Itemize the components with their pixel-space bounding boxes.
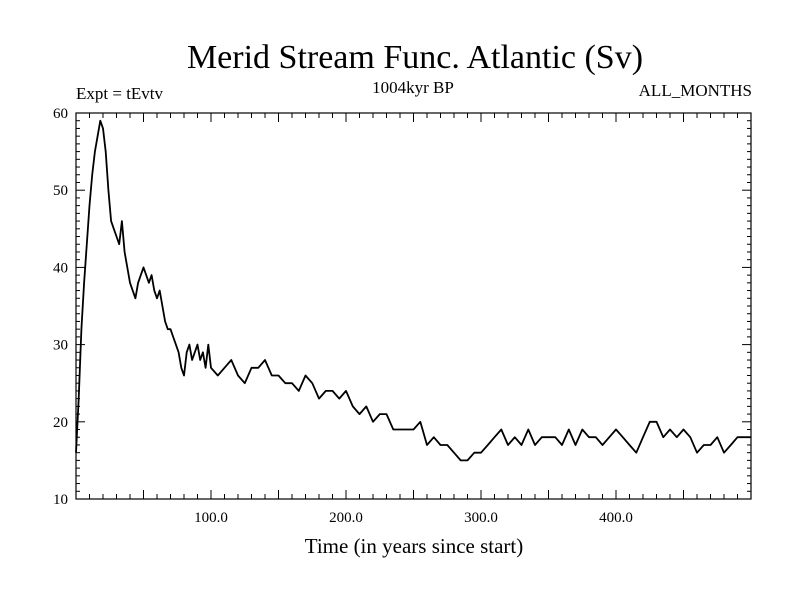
x-tick-label: 300.0: [464, 510, 498, 526]
axis-ticks: [76, 113, 751, 499]
tick-labels: 100.0 200.0 300.0 400.0 10 20 30 40 50 60: [53, 106, 633, 526]
months-label: ALL_MONTHS: [639, 81, 752, 100]
y-tick-label: 30: [53, 338, 68, 354]
experiment-label: Expt = tEvtv: [76, 84, 164, 103]
chart-title: Merid Stream Func. Atlantic (Sv): [187, 39, 643, 76]
y-tick-label: 10: [53, 492, 68, 508]
y-tick-label: 40: [53, 260, 68, 276]
y-tick-label: 60: [53, 106, 68, 122]
y-tick-label: 50: [53, 183, 68, 199]
x-axis-label: Time (in years since start): [305, 534, 524, 558]
x-tick-label: 200.0: [329, 510, 363, 526]
y-tick-label: 20: [53, 415, 68, 431]
plot-area-frame: [76, 113, 751, 499]
chart: Merid Stream Func. Atlantic (Sv) Expt = …: [0, 0, 800, 600]
series-line: [76, 121, 751, 461]
x-tick-label: 400.0: [599, 510, 633, 526]
period-label: 1004kyr BP: [372, 78, 454, 97]
x-tick-label: 100.0: [194, 510, 228, 526]
